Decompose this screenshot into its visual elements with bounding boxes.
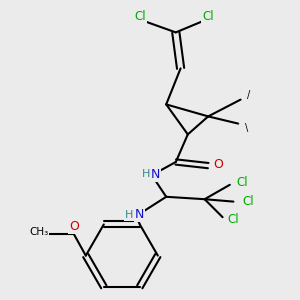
Text: Cl: Cl: [202, 10, 214, 23]
Text: H: H: [125, 210, 133, 220]
Text: N: N: [151, 167, 160, 181]
Text: Cl: Cl: [228, 213, 239, 226]
Text: O: O: [69, 220, 79, 233]
Text: Cl: Cl: [134, 10, 146, 23]
Text: \: \: [245, 123, 248, 134]
Text: H: H: [142, 169, 150, 179]
Text: O: O: [213, 158, 223, 171]
Text: Cl: Cl: [242, 195, 254, 208]
Text: Cl: Cl: [236, 176, 248, 189]
Text: /: /: [248, 90, 250, 100]
Text: N: N: [135, 208, 145, 221]
Text: CH₃: CH₃: [29, 226, 49, 237]
